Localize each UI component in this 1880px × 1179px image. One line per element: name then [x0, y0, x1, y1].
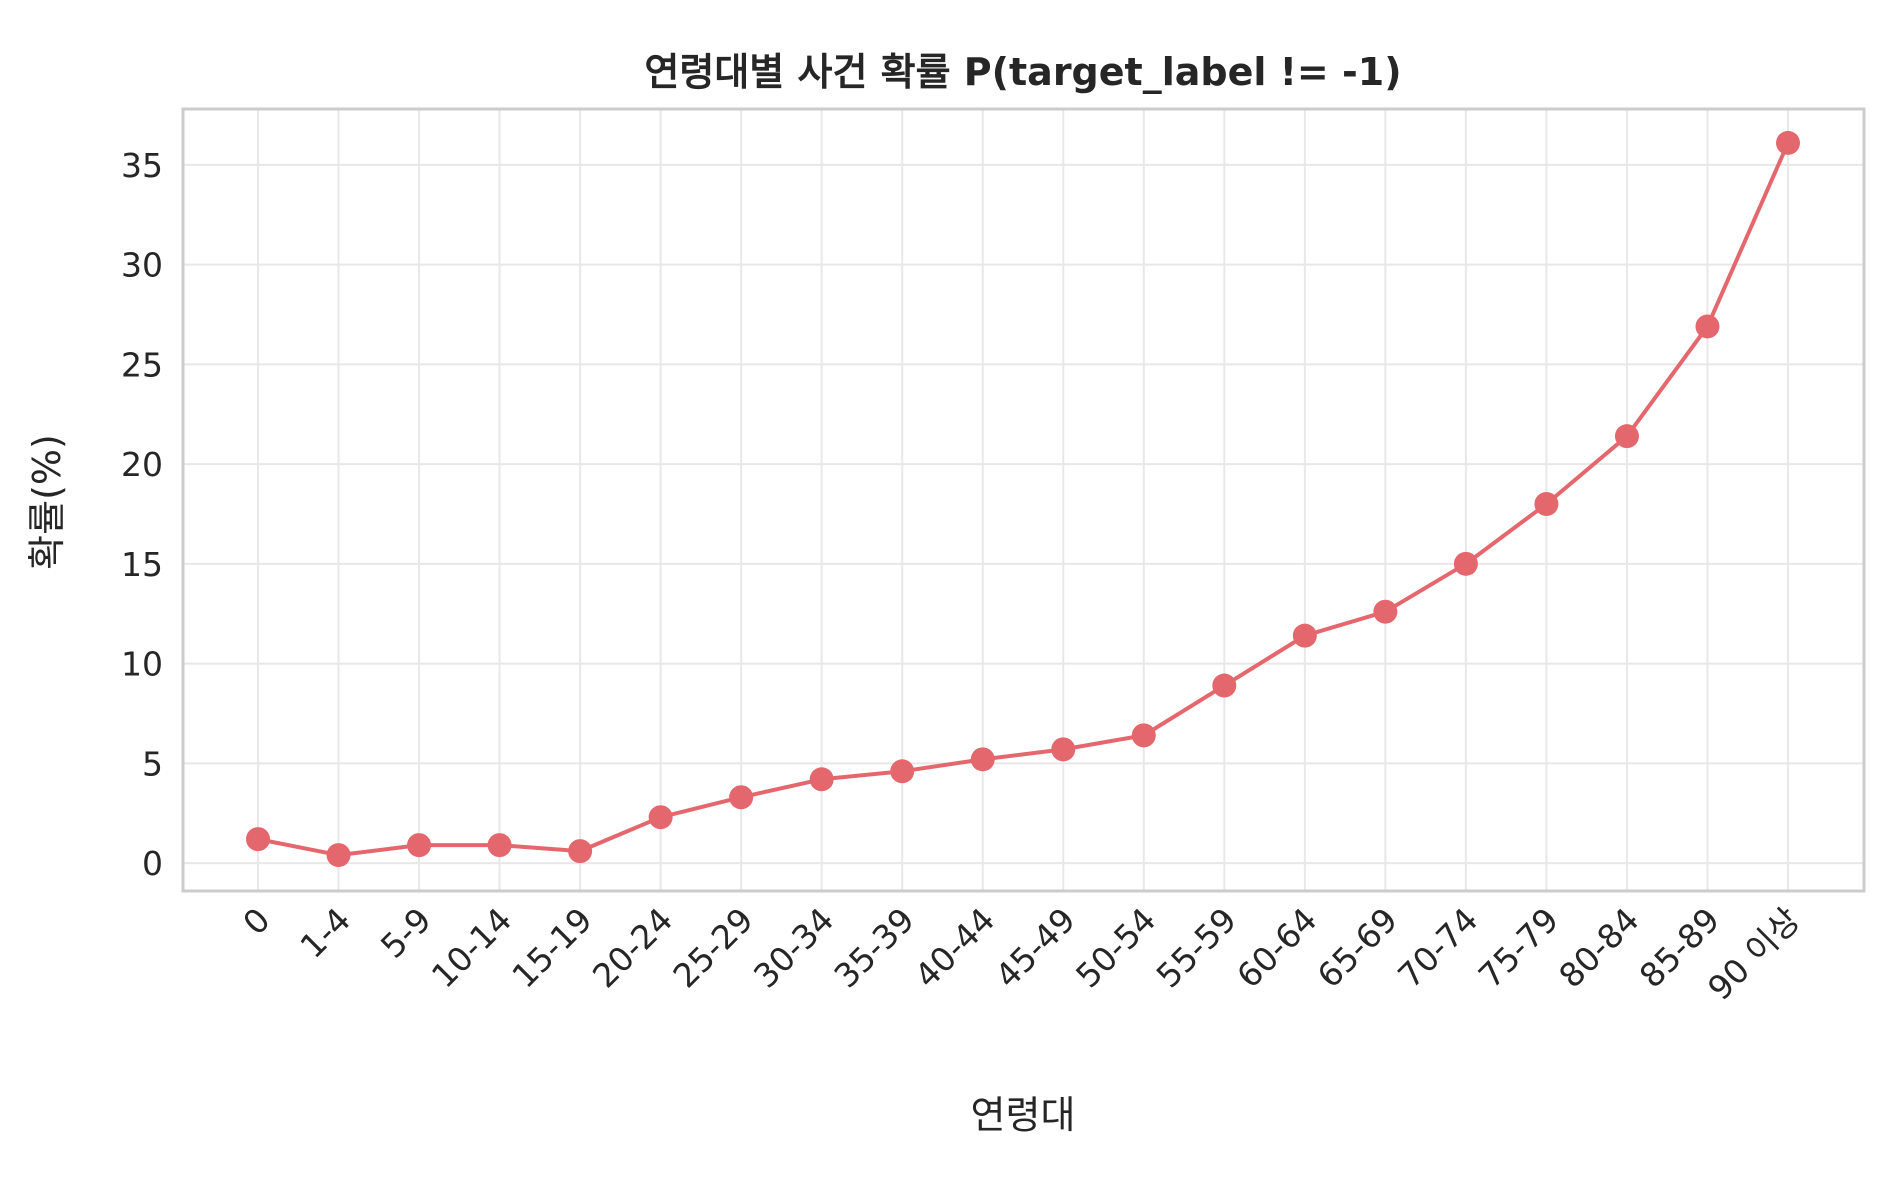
x-tick-label: 60-64: [1229, 900, 1324, 995]
y-axis-label: 확률(%): [25, 434, 69, 570]
x-tick-label: 45-49: [988, 900, 1083, 995]
data-point: [1534, 491, 1559, 516]
x-tick-label: 5-9: [373, 900, 439, 966]
data-point: [407, 833, 432, 858]
data-point: [326, 843, 351, 868]
data-point: [487, 833, 512, 858]
data-point: [246, 827, 270, 852]
data-point: [1776, 130, 1800, 155]
data-point: [648, 805, 673, 830]
data-point: [1051, 737, 1076, 762]
x-tick-label: 25-29: [665, 900, 760, 995]
series-line: [257, 142, 1790, 858]
y-tick-label: 5: [142, 744, 163, 783]
data-point: [1614, 424, 1639, 449]
data-point: [1292, 623, 1317, 648]
x-tick-label: 90 이상: [1700, 900, 1808, 1008]
x-tick-label: 80-84: [1551, 900, 1646, 995]
x-tick-label: 35-39: [826, 900, 921, 995]
x-tick-label: 40-44: [907, 900, 1002, 995]
y-tick-label: 25: [121, 345, 163, 384]
data-point: [1212, 673, 1237, 698]
x-tick-label: 65-69: [1310, 900, 1405, 995]
x-tick-label: 10-14: [424, 900, 519, 995]
data-point: [568, 839, 593, 864]
x-tick-label: 70-74: [1390, 900, 1485, 995]
x-tick-label: 50-54: [1068, 900, 1163, 995]
grid: [183, 109, 1864, 891]
x-tick-label: 20-24: [585, 900, 680, 995]
plot-frame: [181, 107, 1866, 893]
data-point: [729, 785, 754, 810]
data-point: [1453, 551, 1478, 576]
x-tick-label: 15-19: [504, 900, 599, 995]
y-tick-label: 10: [121, 645, 163, 684]
y-tick-label: 0: [142, 844, 163, 883]
data-point: [1131, 723, 1156, 748]
y-tick-label: 15: [121, 545, 163, 584]
x-tick-label: 75-79: [1471, 900, 1566, 995]
tick-labels: 0 5 10 15 20 25 30 35 0 1-4 5-910-1415-1920-2425-2…: [121, 146, 1808, 1008]
data-point: [890, 759, 915, 784]
x-tick-label: 55-59: [1149, 900, 1244, 995]
x-tick-label: 0: [235, 900, 277, 942]
series-layer: [246, 130, 1800, 868]
y-tick-label: 30: [121, 246, 163, 285]
x-tick-label: 30-34: [746, 900, 841, 995]
y-tick-label: 35: [121, 146, 163, 185]
data-point: [970, 747, 995, 772]
x-tick-label: 1-4: [292, 900, 358, 966]
y-tick-label: 20: [121, 445, 163, 484]
data-point: [1695, 314, 1720, 339]
data-point: [809, 767, 834, 792]
x-axis-label: 연령대: [971, 1093, 1076, 1137]
chart-title: 연령대별 사건 확률 P(target_label != -1): [644, 50, 1401, 94]
data-point: [1373, 599, 1398, 624]
